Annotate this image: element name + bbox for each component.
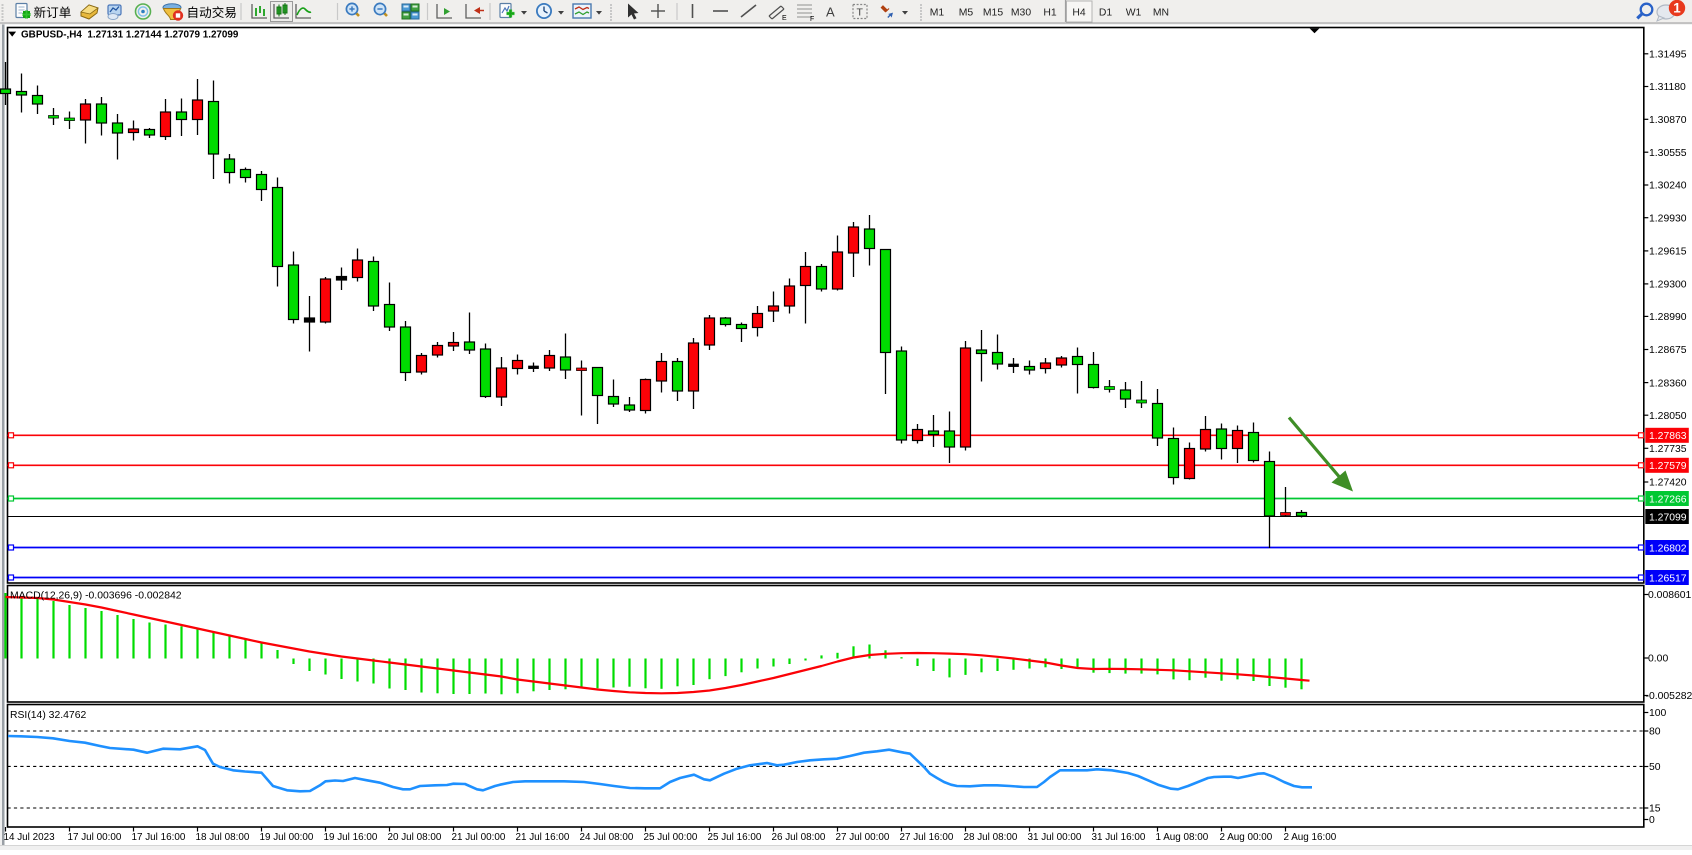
svg-text:1.29615: 1.29615	[1649, 247, 1687, 258]
svg-text:E: E	[782, 15, 787, 22]
svg-text:MACD(12,26,9) -0.003696 -0.002: MACD(12,26,9) -0.003696 -0.002842	[10, 591, 182, 602]
svg-text:1.28050: 1.28050	[1649, 411, 1687, 422]
svg-text:W1: W1	[1126, 8, 1142, 19]
svg-text:F: F	[810, 16, 814, 23]
svg-text:2 Aug 00:00: 2 Aug 00:00	[1220, 832, 1273, 843]
svg-text:1.27863: 1.27863	[1649, 431, 1687, 442]
svg-text:0.00: 0.00	[1648, 654, 1668, 665]
svg-text:19 Jul 00:00: 19 Jul 00:00	[260, 832, 314, 843]
svg-text:1.27420: 1.27420	[1649, 478, 1687, 489]
svg-text:1.26517: 1.26517	[1649, 573, 1687, 584]
svg-text:RSI(14) 32.4762: RSI(14) 32.4762	[10, 710, 86, 721]
svg-text:H4: H4	[1072, 8, 1086, 19]
svg-text:80: 80	[1649, 727, 1661, 738]
svg-text:1.27266: 1.27266	[1649, 494, 1687, 505]
svg-text:A: A	[826, 5, 835, 20]
svg-text:18 Jul 08:00: 18 Jul 08:00	[196, 832, 250, 843]
svg-text:1.27735: 1.27735	[1649, 444, 1687, 455]
svg-text:31 Jul 16:00: 31 Jul 16:00	[1092, 832, 1146, 843]
svg-text:M15: M15	[983, 8, 1003, 19]
svg-text:M5: M5	[959, 8, 974, 19]
svg-text:1.26802: 1.26802	[1649, 543, 1687, 554]
svg-text:MN: MN	[1153, 8, 1169, 19]
svg-text:1.29300: 1.29300	[1649, 280, 1687, 291]
svg-text:1.28360: 1.28360	[1649, 378, 1687, 389]
svg-text:25 Jul 16:00: 25 Jul 16:00	[708, 832, 762, 843]
svg-text:14 Jul 2023: 14 Jul 2023	[4, 832, 56, 843]
svg-text:21 Jul 16:00: 21 Jul 16:00	[516, 832, 570, 843]
svg-text:1 Aug 08:00: 1 Aug 08:00	[1156, 832, 1209, 843]
svg-text:27 Jul 00:00: 27 Jul 00:00	[836, 832, 890, 843]
svg-text:20 Jul 08:00: 20 Jul 08:00	[388, 832, 442, 843]
svg-text:17 Jul 00:00: 17 Jul 00:00	[68, 832, 122, 843]
svg-text:1.28675: 1.28675	[1649, 345, 1687, 356]
svg-text:1: 1	[1673, 1, 1681, 16]
svg-text:26 Jul 08:00: 26 Jul 08:00	[772, 832, 826, 843]
svg-text:1.27579: 1.27579	[1649, 461, 1687, 472]
svg-text:100: 100	[1649, 708, 1667, 719]
svg-text:0: 0	[1649, 815, 1655, 826]
svg-text:1.29930: 1.29930	[1649, 213, 1687, 224]
svg-text:24 Jul 08:00: 24 Jul 08:00	[580, 832, 634, 843]
svg-text:21 Jul 00:00: 21 Jul 00:00	[452, 832, 506, 843]
svg-text:T: T	[857, 7, 864, 19]
svg-text:50: 50	[1649, 762, 1661, 773]
svg-text:25 Jul 00:00: 25 Jul 00:00	[644, 832, 698, 843]
svg-text:D1: D1	[1099, 8, 1113, 19]
svg-text:17 Jul 16:00: 17 Jul 16:00	[132, 832, 186, 843]
svg-text:-0.005282: -0.005282	[1646, 691, 1692, 702]
svg-text:2 Aug 16:00: 2 Aug 16:00	[1284, 832, 1337, 843]
svg-text:19 Jul 16:00: 19 Jul 16:00	[324, 832, 378, 843]
svg-text:1.31180: 1.31180	[1649, 82, 1686, 93]
svg-text:1.28990: 1.28990	[1649, 312, 1687, 323]
svg-text:28 Jul 08:00: 28 Jul 08:00	[964, 832, 1018, 843]
svg-text:0.008601: 0.008601	[1648, 590, 1692, 601]
svg-text:1.30555: 1.30555	[1649, 148, 1687, 159]
svg-text:27 Jul 16:00: 27 Jul 16:00	[900, 832, 954, 843]
svg-text:M30: M30	[1011, 8, 1031, 19]
svg-text:1.31495: 1.31495	[1649, 50, 1687, 61]
svg-text:M1: M1	[930, 8, 945, 19]
svg-text:31 Jul 00:00: 31 Jul 00:00	[1028, 832, 1082, 843]
svg-text:1.27099: 1.27099	[1649, 512, 1687, 523]
svg-text:1.30240: 1.30240	[1649, 181, 1687, 192]
svg-text:15: 15	[1649, 804, 1661, 815]
svg-text:1.30870: 1.30870	[1649, 115, 1687, 126]
svg-text:H1: H1	[1043, 8, 1057, 19]
svg-text:GBPUSD-,H4 1.27131 1.27144 1.: GBPUSD-,H4 1.27131 1.27144 1.27079 1.270…	[21, 30, 239, 41]
